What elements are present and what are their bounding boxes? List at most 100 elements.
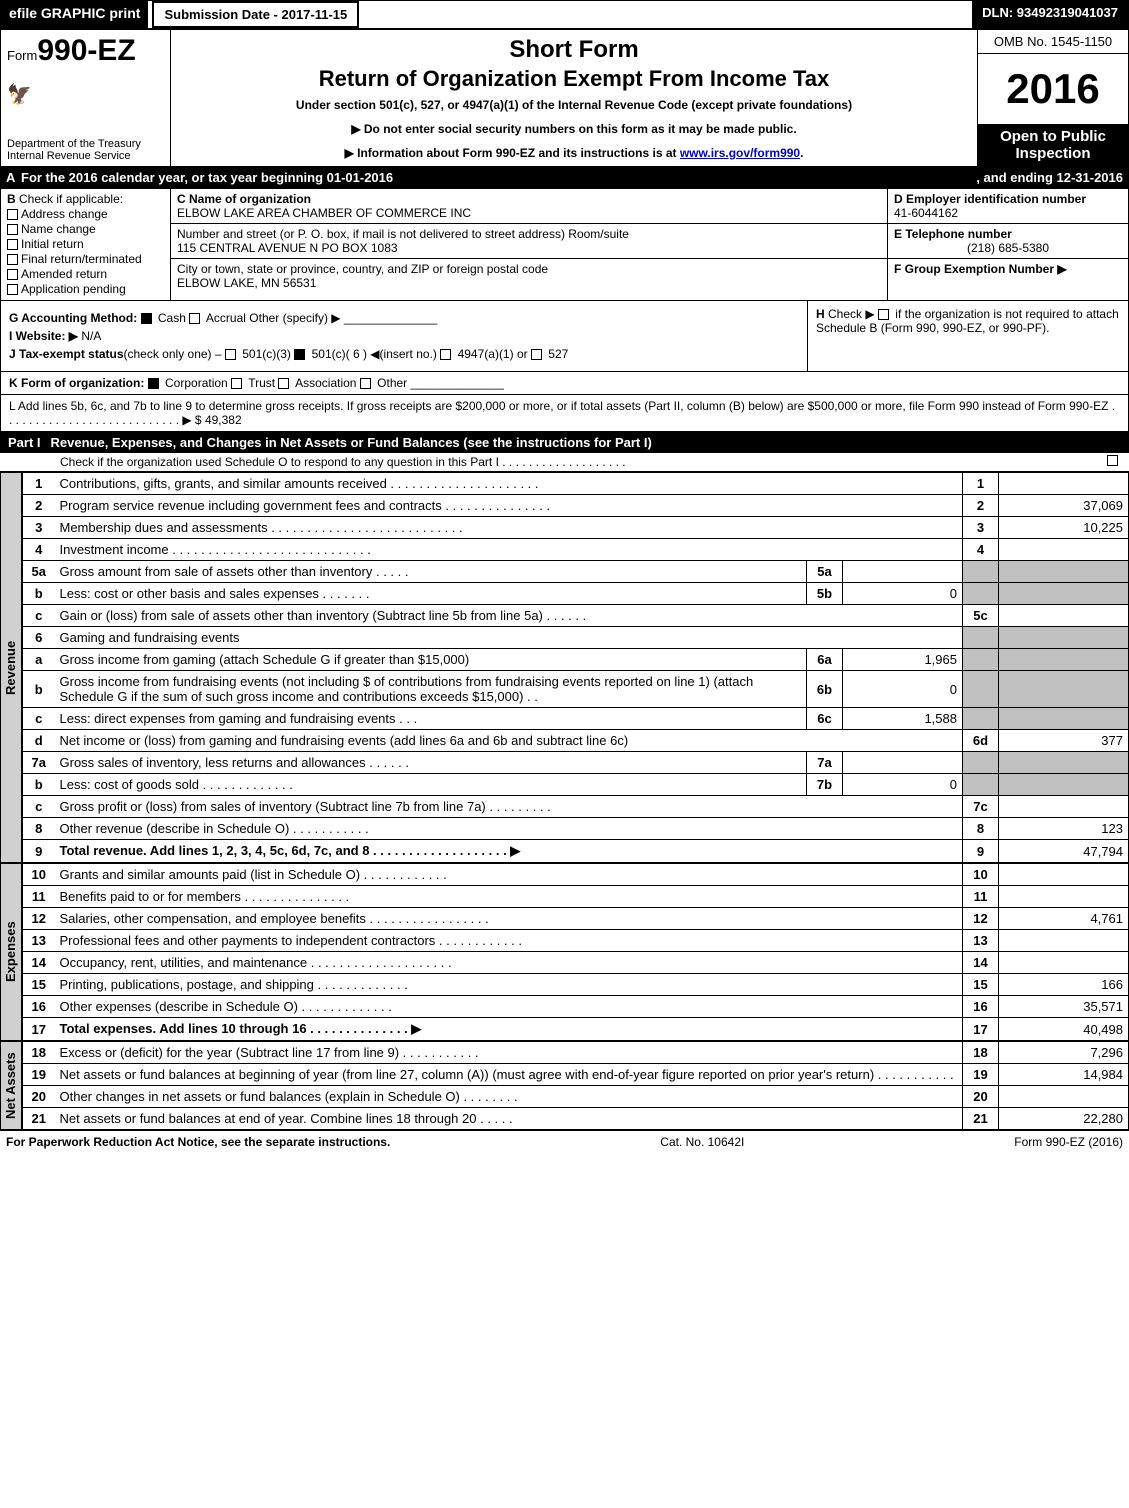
cb-name-change[interactable]: Name change: [7, 222, 164, 236]
line-17: 17Total expenses. Add lines 10 through 1…: [23, 1018, 1129, 1041]
n6d: d: [23, 730, 55, 752]
section-h: H Check ▶ if the organization is not req…: [808, 301, 1128, 371]
opt-accrual: Accrual: [206, 311, 246, 325]
cb-accrual[interactable]: [189, 313, 200, 324]
sh5a: [963, 561, 999, 583]
section-c: C Name of organization ELBOW LAKE AREA C…: [171, 189, 888, 300]
cb-501c3[interactable]: [225, 349, 236, 360]
line-7a: 7aGross sales of inventory, less returns…: [23, 752, 1129, 774]
n6b: b: [23, 671, 55, 708]
n7b: b: [23, 774, 55, 796]
cb-corporation[interactable]: [148, 378, 159, 389]
line-12: 12Salaries, other compensation, and empl…: [23, 908, 1129, 930]
d6: Gaming and fundraising events: [55, 627, 963, 649]
section-b: B Check if applicable: Address change Na…: [1, 189, 171, 300]
form-990ez: 990-EZ: [37, 34, 135, 67]
k-label: K Form of organization:: [9, 376, 144, 390]
sv7a: [843, 752, 963, 774]
d20: Other changes in net assets or fund bala…: [55, 1086, 963, 1108]
v2: 37,069: [999, 495, 1129, 517]
d11: Benefits paid to or for members . . . . …: [55, 886, 963, 908]
d6c: Less: direct expenses from gaming and fu…: [55, 708, 807, 730]
n5b: b: [23, 583, 55, 605]
phone-cell: E Telephone number (218) 685-5380: [888, 224, 1128, 259]
d13: Professional fees and other payments to …: [55, 930, 963, 952]
opt-name: Name change: [21, 222, 96, 236]
revenue-body: 1Contributions, gifts, grants, and simil…: [22, 472, 1129, 863]
n18: 18: [23, 1042, 55, 1064]
cb-initial-return[interactable]: Initial return: [7, 237, 164, 251]
label-b: B: [7, 192, 16, 206]
shv7a: [999, 752, 1129, 774]
v15: 166: [999, 974, 1129, 996]
ln11: 11: [963, 886, 999, 908]
city-cell: City or town, state or province, country…: [171, 259, 887, 293]
cb-association[interactable]: [278, 378, 289, 389]
shv6: [999, 627, 1129, 649]
v4: [999, 539, 1129, 561]
efile-print-button[interactable]: efile GRAPHIC print: [1, 1, 148, 28]
ln16: 16: [963, 996, 999, 1018]
expenses-section: Expenses 10Grants and similar amounts pa…: [0, 863, 1129, 1041]
dept-line2: Internal Revenue Service: [7, 150, 164, 162]
shv6b: [999, 671, 1129, 708]
info-note: ▶ Information about Form 990-EZ and its …: [181, 146, 967, 160]
opt-address: Address change: [21, 207, 108, 221]
irs-link[interactable]: www.irs.gov/form990: [680, 146, 800, 160]
cb-schedule-o[interactable]: [1107, 455, 1118, 466]
n1: 1: [23, 473, 55, 495]
n13: 13: [23, 930, 55, 952]
ln20: 20: [963, 1086, 999, 1108]
cb-address-change[interactable]: Address change: [7, 207, 164, 221]
revenue-section: Revenue 1Contributions, gifts, grants, a…: [0, 472, 1129, 863]
cb-other-org[interactable]: [360, 378, 371, 389]
ein-value: 41-6044162: [894, 206, 958, 220]
info-note-pre: ▶ Information about Form 990-EZ and its …: [345, 146, 680, 160]
opt-other: Other: [377, 376, 407, 390]
section-l: L Add lines 5b, 6c, and 7b to line 9 to …: [0, 395, 1129, 432]
e-label: E Telephone number: [894, 227, 1012, 241]
ln3: 3: [963, 517, 999, 539]
line-2: 2Program service revenue including gover…: [23, 495, 1129, 517]
cb-schedule-b[interactable]: [878, 309, 889, 320]
check-if-applicable: Check if applicable:: [19, 192, 123, 206]
cb-4947[interactable]: [440, 349, 451, 360]
footer-right: Form 990-EZ (2016): [1014, 1135, 1123, 1149]
cb-cash[interactable]: [141, 313, 152, 324]
cb-application-pending[interactable]: Application pending: [7, 282, 164, 296]
line-4: 4Investment income . . . . . . . . . . .…: [23, 539, 1129, 561]
return-title: Return of Organization Exempt From Incom…: [181, 66, 967, 92]
website-row: I Website: ▶ N/A: [9, 329, 799, 343]
ln19: 19: [963, 1064, 999, 1086]
ln6d: 6d: [963, 730, 999, 752]
line-19: 19Net assets or fund balances at beginni…: [23, 1064, 1129, 1086]
sh5b: [963, 583, 999, 605]
label-a: A: [6, 170, 21, 185]
cb-final-return[interactable]: Final return/terminated: [7, 252, 164, 266]
opt-pending: Application pending: [21, 282, 126, 296]
l-text: L Add lines 5b, 6c, and 7b to line 9 to …: [9, 399, 1115, 427]
ln21: 21: [963, 1108, 999, 1130]
line-6c: cLess: direct expenses from gaming and f…: [23, 708, 1129, 730]
d9: Total revenue. Add lines 1, 2, 3, 4, 5c,…: [55, 840, 963, 863]
sn7b: 7b: [807, 774, 843, 796]
cb-527[interactable]: [531, 349, 542, 360]
opt-4947: 4947(a)(1) or: [458, 347, 528, 361]
cb-501c[interactable]: [294, 349, 305, 360]
expenses-side-label: Expenses: [0, 863, 22, 1041]
group-exemption-cell: F Group Exemption Number ▶: [888, 259, 1128, 279]
d5a: Gross amount from sale of assets other t…: [55, 561, 807, 583]
d21: Net assets or fund balances at end of ye…: [55, 1108, 963, 1130]
n4: 4: [23, 539, 55, 561]
g-label: G Accounting Method:: [9, 311, 137, 325]
addr-label: Number and street (or P. O. box, if mail…: [177, 227, 629, 241]
v21: 22,280: [999, 1108, 1129, 1130]
ln12: 12: [963, 908, 999, 930]
d1: Contributions, gifts, grants, and simila…: [55, 473, 963, 495]
cb-amended[interactable]: Amended return: [7, 267, 164, 281]
sn7a: 7a: [807, 752, 843, 774]
v14: [999, 952, 1129, 974]
d-label: D Employer identification number: [894, 192, 1086, 206]
n7c: c: [23, 796, 55, 818]
cb-trust[interactable]: [231, 378, 242, 389]
